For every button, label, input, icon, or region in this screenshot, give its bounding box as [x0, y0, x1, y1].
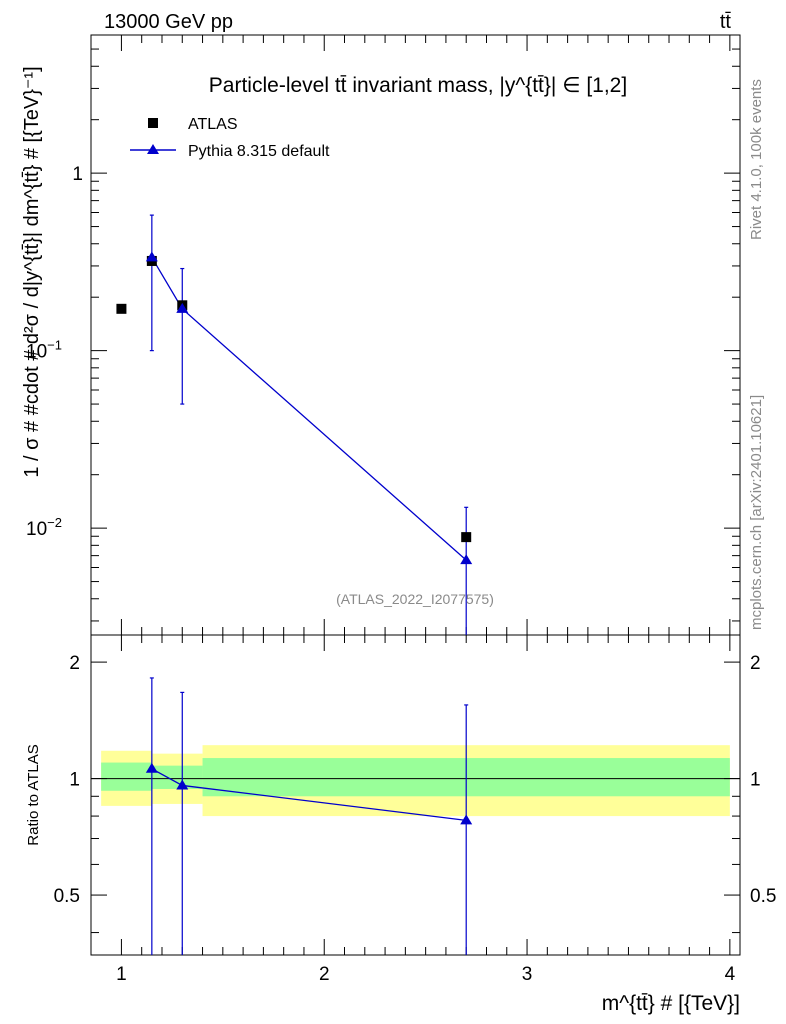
ratio-pythia-point	[176, 779, 189, 790]
ratio-band-inner-1	[151, 765, 203, 789]
pythia-line	[151, 257, 467, 561]
main-y-axis-label: 1 / σ # #cdot # d²σ / d|y^{tt̄}| dm^{tt̄…	[21, 66, 43, 477]
x-tick-label: 4	[725, 964, 736, 985]
legend-atlas-label: ATLAS	[188, 116, 238, 133]
ratio-y-tick-label-right: 1	[750, 770, 761, 791]
main-y-tick-label: 1	[72, 164, 83, 185]
ratio-pythia-point	[460, 814, 473, 825]
ratio-y-tick-label-left: 2	[69, 653, 80, 674]
legend-pythia-label: Pythia 8.315 default	[188, 143, 330, 160]
ratio-y-tick-label-right: 2	[750, 653, 761, 674]
process-label: tt̄	[720, 11, 732, 33]
energy-label: 13000 GeV pp	[104, 11, 233, 33]
ratio-pythia-point	[145, 762, 158, 773]
ratio-y-tick-label-left: 0.5	[54, 886, 80, 907]
chart-title: Particle-level tt̄ invariant mass, |y^{t…	[209, 74, 627, 97]
pythia-point	[176, 302, 189, 313]
ratio-band-inner-0	[101, 762, 152, 791]
atlas-point	[116, 303, 127, 314]
main-plot-marks	[116, 214, 473, 635]
ratio-axis-ticks: 1 2 3 4 0.5 0.5 1 1 2 2	[54, 635, 776, 985]
ratio-y-tick-label-left: 1	[69, 770, 80, 791]
rivet-label: Rivet 4.1.0, 100k events	[748, 79, 765, 240]
mcplots-label: mcplots.cern.ch [arXiv:2401.10621]	[748, 395, 765, 630]
x-tick-label: 2	[319, 964, 330, 985]
ratio-y-axis-label: Ratio to ATLAS	[25, 744, 42, 845]
x-tick-label: 3	[522, 964, 533, 985]
legend-atlas-marker	[148, 118, 158, 128]
pythia-point	[145, 251, 158, 262]
legend-pythia-marker	[147, 144, 159, 154]
analysis-watermark: (ATLAS_2022_I2077575)	[336, 591, 494, 607]
ratio-uncertainty-bands	[101, 745, 730, 817]
main-y-tick-exponent: −2	[47, 515, 62, 530]
ratio-plot-frame	[90, 634, 741, 956]
main-axis-ticks: 110−110−2	[26, 34, 740, 635]
main-y-tick-exponent: −1	[47, 338, 62, 353]
legend: ATLAS Pythia 8.315 default	[130, 116, 330, 160]
x-tick-label: 1	[116, 964, 127, 985]
x-axis-label: m^{tt̄} # [{TeV}]	[602, 992, 740, 1015]
main-y-tick-label: 10−2	[26, 515, 62, 540]
ratio-plot-marks	[145, 677, 473, 955]
ratio-y-tick-label-right: 0.5	[750, 886, 776, 907]
pythia-point	[460, 554, 473, 565]
atlas-point	[461, 532, 472, 543]
